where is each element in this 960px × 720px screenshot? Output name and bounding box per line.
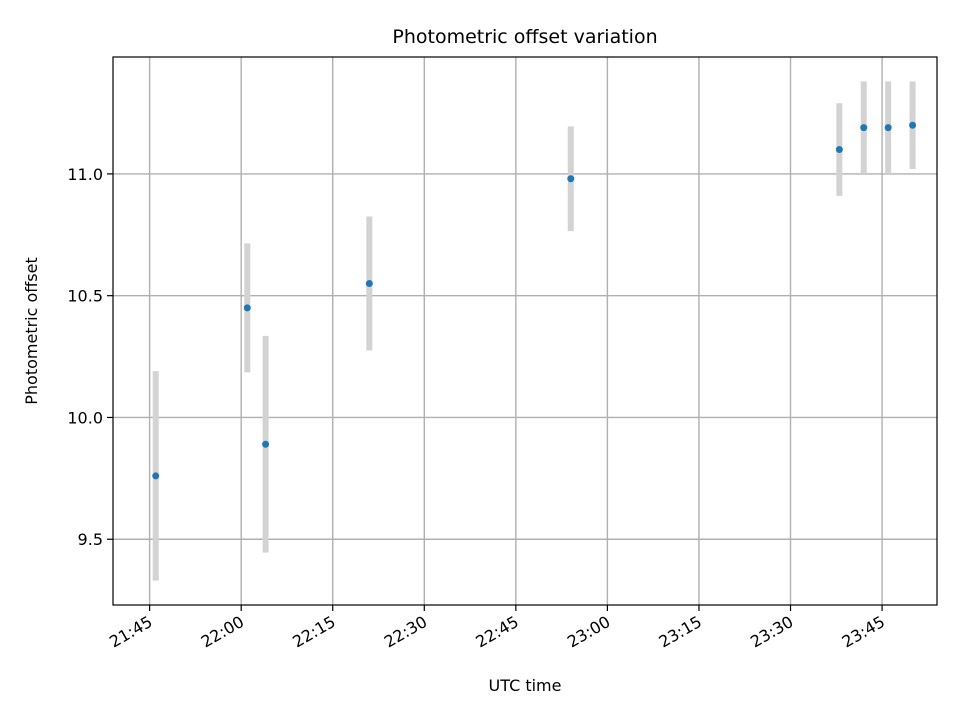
data-point (262, 440, 270, 448)
data-point (835, 146, 843, 154)
y-tick-label: 10.5 (67, 287, 103, 306)
data-point (909, 121, 917, 129)
data-point (152, 472, 160, 480)
chart-title: Photometric offset variation (392, 26, 657, 48)
data-point (884, 124, 892, 132)
data-point (567, 175, 575, 183)
data-point (243, 304, 251, 312)
y-tick-label: 9.5 (78, 530, 103, 549)
y-tick-label: 11.0 (67, 165, 103, 184)
data-points (152, 121, 917, 480)
grid (113, 57, 937, 605)
y-axis-title: Photometric offset (22, 257, 41, 405)
plot-frame (112, 56, 938, 606)
x-axis-title: UTC time (489, 676, 562, 695)
y-tick-label: 10.0 (67, 408, 103, 427)
data-point (365, 280, 373, 288)
data-point (860, 124, 868, 132)
